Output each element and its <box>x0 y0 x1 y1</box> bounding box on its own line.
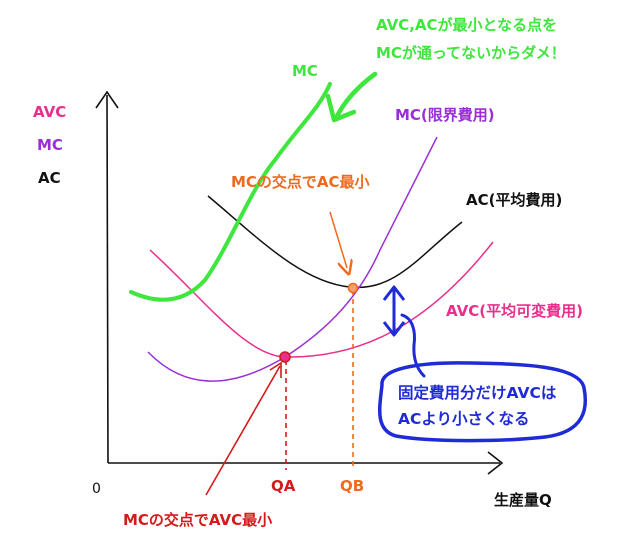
avc-curve <box>149 241 494 358</box>
avc-min-note: MCの交点でAVC最小 <box>123 511 272 529</box>
ac-min-arrow <box>329 211 347 268</box>
incorrect-mc-curve <box>129 82 332 302</box>
ac-min-note: MCの交点でAC最小 <box>231 173 370 191</box>
y-axis-arrowhead <box>95 90 119 109</box>
green-note-line2: MCが通ってないからダメ！ <box>376 44 566 62</box>
green-note-arrow <box>333 71 378 121</box>
green-note-line1: AVC,ACが最小となる点を <box>376 16 557 34</box>
y-axis <box>106 94 109 464</box>
fixed-cost-gap-arrow <box>382 285 406 337</box>
x-axis-arrowhead <box>487 451 504 475</box>
avc-curve-label: AVC(平均可変費用) <box>446 302 583 320</box>
ac-min-point <box>347 282 359 294</box>
mc-curve-label: MC(限界費用) <box>395 106 495 124</box>
green-note-arrowhead <box>325 93 357 123</box>
x-axis-label: 生産量Q <box>494 491 552 509</box>
qb-label: QB <box>340 477 364 495</box>
avc-min-arrow <box>205 365 281 496</box>
qa-label: QA <box>271 477 296 495</box>
blue-callout-tail <box>400 313 426 378</box>
blue-note-line2: ACより小さくなる <box>398 410 530 428</box>
ac-curve-label: AC(平均費用) <box>466 191 562 209</box>
blue-note-line1: 固定費用分だけAVCは <box>398 383 557 402</box>
legend-ac: AC <box>38 169 61 187</box>
avc-min-arrowhead <box>269 361 282 378</box>
green-mc-label: MC <box>292 62 318 80</box>
legend-avc: AVC <box>33 103 66 121</box>
legend-mc: MC <box>37 136 63 154</box>
avc-min-point <box>279 351 291 363</box>
mc-curve <box>147 136 438 382</box>
axes <box>95 90 504 475</box>
blue-callout-bubble <box>378 361 588 443</box>
origin-label: 0 <box>92 481 101 497</box>
